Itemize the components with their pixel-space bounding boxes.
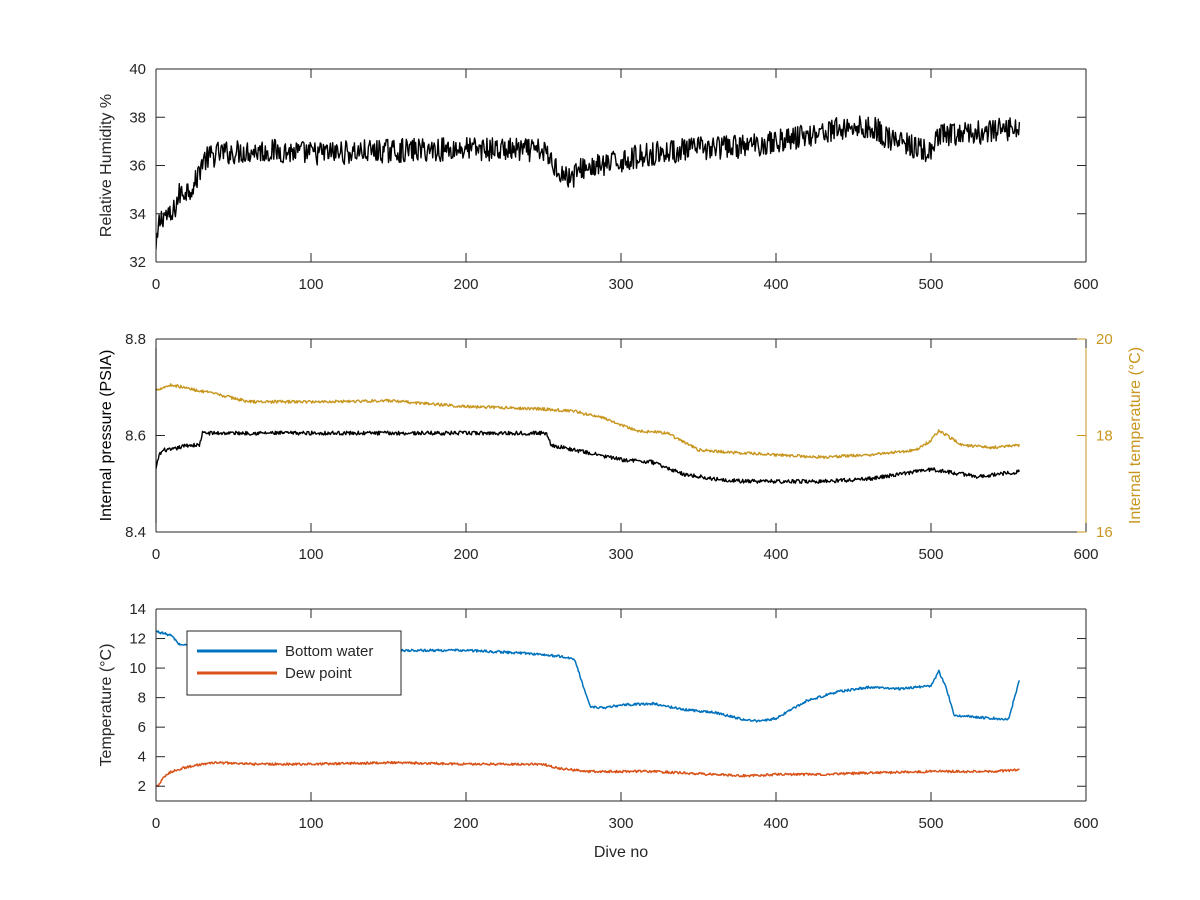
- y-tick-label: 8.4: [125, 524, 146, 541]
- y-tick-label: 34: [129, 206, 146, 223]
- x-tick-label: 400: [763, 546, 788, 563]
- y-tick-label: 12: [129, 631, 146, 648]
- y-tick-label: 38: [129, 109, 146, 126]
- x-tick-label: 200: [453, 815, 478, 832]
- y-tick-label: 8.8: [125, 331, 146, 348]
- y-tick-label: 10: [129, 660, 146, 677]
- x-tick-label: 100: [298, 276, 323, 293]
- y-tick-label: 8: [138, 690, 146, 707]
- y-right-tick-label: 20: [1096, 331, 1113, 348]
- series-line-2: [156, 383, 1021, 460]
- y-right-tick-label: 16: [1096, 524, 1113, 541]
- x-tick-label: 200: [453, 546, 478, 563]
- x-tick-label: 500: [918, 546, 943, 563]
- series-line-1: [156, 430, 1021, 484]
- x-tick-label: 100: [298, 546, 323, 563]
- series-line-1: [156, 115, 1021, 250]
- x-tick-label: 300: [608, 546, 633, 563]
- x-tick-label: 500: [918, 815, 943, 832]
- x-tick-label: 500: [918, 276, 943, 293]
- series-line-2: [156, 760, 1020, 788]
- chart-panel-2: 0 100 200 300 400 500 600 8.4 8.6 8.8 16 18 20 Intern…: [98, 331, 1144, 563]
- series-layer: [156, 383, 1021, 484]
- x-tick-label: 600: [1073, 815, 1098, 832]
- x-tick-label: 600: [1073, 276, 1098, 293]
- x-tick-label: 0: [152, 546, 160, 563]
- y-tick-label: 2: [138, 778, 146, 795]
- x-tick-label: 0: [152, 815, 160, 832]
- x-tick-label: 300: [608, 815, 633, 832]
- legend-label: Dew point: [285, 665, 353, 682]
- y-tick-label: 4: [138, 749, 146, 766]
- x-tick-label: 100: [298, 815, 323, 832]
- y-right-axis-label: Internal temperature (°C): [1127, 347, 1144, 524]
- x-tick-label: 0: [152, 276, 160, 293]
- plot-area: [156, 339, 1086, 532]
- y-tick-label: 14: [129, 601, 146, 618]
- x-tick-label: 300: [608, 276, 633, 293]
- x-tick-label: 400: [763, 276, 788, 293]
- legend-box: [186, 630, 402, 696]
- x-tick-label: 200: [453, 276, 478, 293]
- legend-label: Bottom water: [285, 643, 373, 660]
- y-tick-label: 36: [129, 158, 146, 175]
- x-tick-label: 400: [763, 815, 788, 832]
- y-axis-label: Internal pressure (PSIA): [98, 350, 115, 522]
- series-layer: [156, 115, 1021, 250]
- y-tick-label: 6: [138, 719, 146, 736]
- y-right-tick-label: 18: [1096, 428, 1113, 445]
- chart-panel-3: 0 100 200 300 400 500 600 2 4 6 8 10 12 14 Temperature…: [98, 601, 1099, 861]
- y-tick-label: 40: [129, 61, 146, 78]
- y-axis-label: Temperature (°C): [98, 644, 115, 767]
- x-axis-label: Dive no: [594, 844, 648, 861]
- y-tick-label: 32: [129, 254, 146, 271]
- x-tick-label: 600: [1073, 546, 1098, 563]
- y-tick-label: 8.6: [125, 428, 146, 445]
- y-axis-label: Relative Humidity %: [98, 94, 115, 237]
- legend: Bottom water Dew point: [186, 630, 402, 696]
- chart-panel-1: 0 100 200 300 400 500 600 32 34 36 38 40 Relative Hu…: [98, 61, 1099, 293]
